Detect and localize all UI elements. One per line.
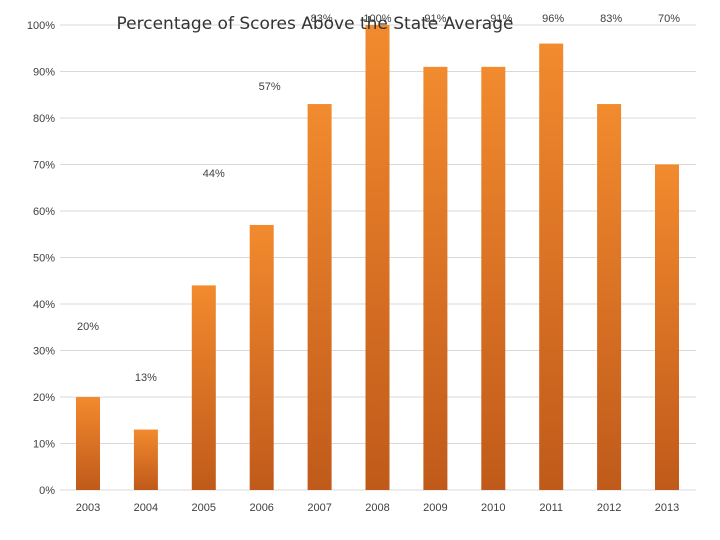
x-tick-label: 2010 (481, 502, 505, 514)
x-tick-label: 2007 (307, 502, 331, 514)
bar-2006 (249, 224, 274, 490)
data-label-2003: 20% (77, 321, 99, 333)
bar-2007 (307, 104, 332, 491)
y-tick-label: 50% (33, 253, 55, 265)
data-label-2007: 83% (311, 13, 333, 25)
chart-title: Percentage of Scores Above the State Ave… (117, 14, 514, 34)
x-tick-label: 2005 (192, 502, 216, 514)
y-tick-label: 60% (33, 206, 55, 218)
x-axis-ticks: 2003 2004 2005 2006 2007 2008 2009 2010 2011 2012… (76, 502, 679, 514)
bar-2004 (133, 429, 158, 490)
data-label-2005: 44% (203, 168, 225, 180)
data-label-2010: 91% (490, 13, 512, 25)
x-tick-label: 2003 (76, 502, 100, 514)
y-tick-label: 70% (33, 160, 55, 172)
y-tick-label: 30% (33, 346, 55, 358)
bar-2010 (481, 66, 506, 490)
data-label-2008: 100% (363, 13, 391, 25)
bar-2013 (655, 164, 679, 490)
data-label-2013: 70% (658, 13, 680, 25)
bar-2008 (365, 25, 390, 490)
x-tick-label: 2012 (597, 502, 621, 514)
bar-2005 (191, 285, 216, 490)
x-tick-label: 2009 (423, 502, 447, 514)
bars (76, 25, 679, 491)
y-axis-ticks: 0% 10% 20% 30% 40% 50% 60% 70% 80% 90% 100% (27, 20, 55, 497)
bar-2011 (539, 43, 564, 490)
x-tick-label: 2013 (655, 502, 679, 514)
y-tick-label: 100% (27, 20, 55, 32)
bar-2003 (76, 397, 100, 490)
y-tick-label: 0% (39, 485, 55, 497)
x-tick-label: 2006 (249, 502, 273, 514)
y-tick-label: 20% (33, 392, 55, 404)
data-label-2004: 13% (135, 372, 157, 384)
data-label-2006: 57% (259, 81, 281, 93)
x-tick-label: 2011 (539, 502, 563, 514)
data-labels: 20% 13% 44% 57% 83% 100% 91% 91% 96% 83% 70% (77, 13, 680, 384)
data-label-2011: 96% (542, 13, 564, 25)
data-label-2009: 91% (424, 13, 446, 25)
x-tick-label: 2004 (134, 502, 158, 514)
y-tick-label: 90% (33, 67, 55, 79)
y-tick-label: 40% (33, 299, 55, 311)
bar-2009 (423, 66, 448, 490)
y-tick-label: 10% (33, 439, 55, 451)
bar-2012 (597, 104, 622, 491)
x-tick-label: 2008 (365, 502, 389, 514)
data-label-2012: 83% (600, 13, 622, 25)
y-tick-label: 80% (33, 113, 55, 125)
